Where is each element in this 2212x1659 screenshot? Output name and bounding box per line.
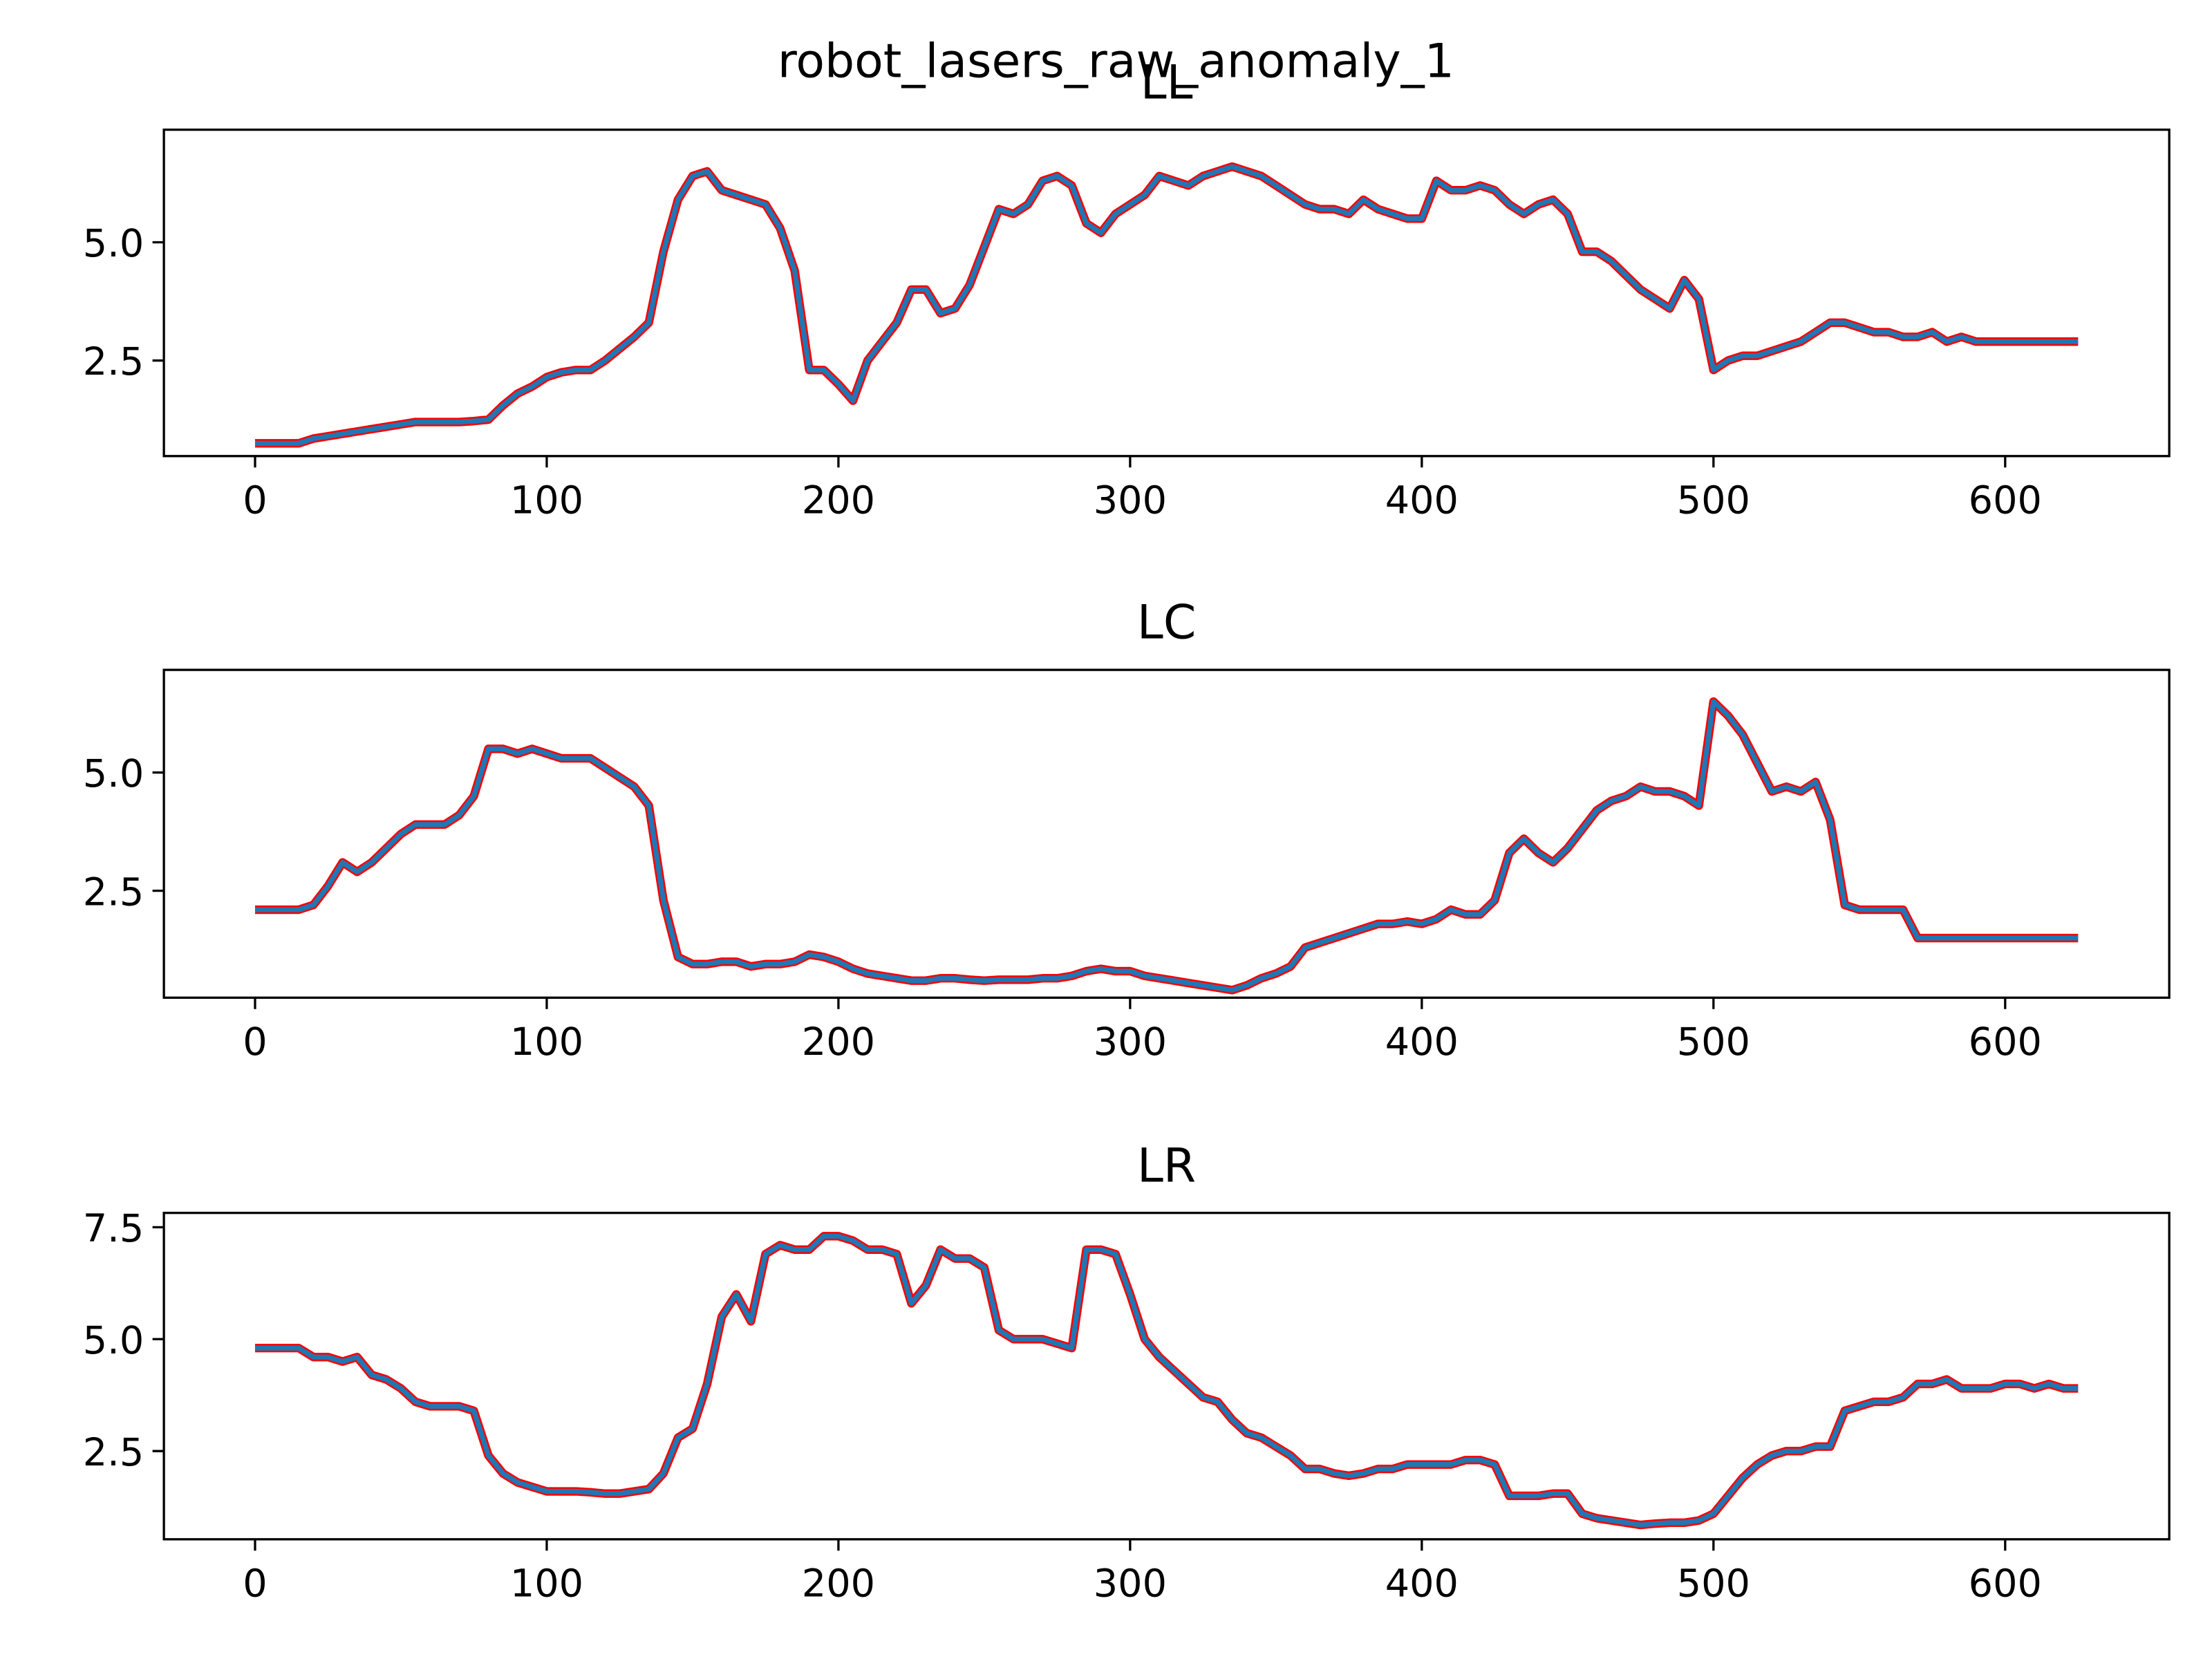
x-tick-label: 100 [510,1561,583,1606]
x-tick-label: 500 [1677,1561,1750,1606]
x-tick-label: 0 [243,1561,267,1606]
y-tick-label: 5.0 [83,1318,144,1363]
y-tick-label: 2.5 [83,339,144,384]
x-tick-label: 200 [802,1020,875,1065]
line-edge [254,162,2079,448]
y-tick-label: 5.0 [83,221,144,266]
line [254,164,2079,446]
x-tick-label: 600 [1969,1020,2042,1065]
line-edge [254,1232,2079,1530]
x-tick-label: 400 [1385,1561,1459,1606]
y-tick-label: 7.5 [83,1206,144,1251]
x-tick-label: 300 [1094,1561,1167,1606]
subplot-title: LL [1141,55,1193,110]
x-tick-label: 0 [243,478,267,523]
x-tick-label: 600 [1969,1561,2042,1606]
subplot-title: LR [1137,1138,1196,1193]
x-tick-label: 300 [1094,478,1167,523]
x-tick-label: 400 [1385,1020,1459,1065]
plot-area [162,668,2171,999]
x-tick-label: 300 [1094,1020,1167,1065]
plot-area [162,128,2171,458]
x-tick-label: 400 [1385,478,1459,523]
plot-area [162,1211,2171,1541]
x-tick-label: 500 [1677,478,1750,523]
x-tick-label: 200 [802,1561,875,1606]
figure-title: robot_lasers_raw_anomaly_1 [778,34,1454,88]
line-edge [254,697,2079,995]
x-tick-label: 600 [1969,478,2042,523]
line [254,1233,2079,1528]
y-tick-label: 2.5 [83,1430,144,1475]
x-tick-label: 200 [802,478,875,523]
x-tick-label: 100 [510,1020,583,1065]
subplot-title: LC [1137,596,1196,650]
x-tick-label: 500 [1677,1020,1750,1065]
line [254,699,2079,993]
x-tick-label: 0 [243,1020,267,1065]
y-tick-label: 2.5 [83,870,144,915]
x-tick-label: 100 [510,478,583,523]
y-tick-label: 5.0 [83,751,144,796]
